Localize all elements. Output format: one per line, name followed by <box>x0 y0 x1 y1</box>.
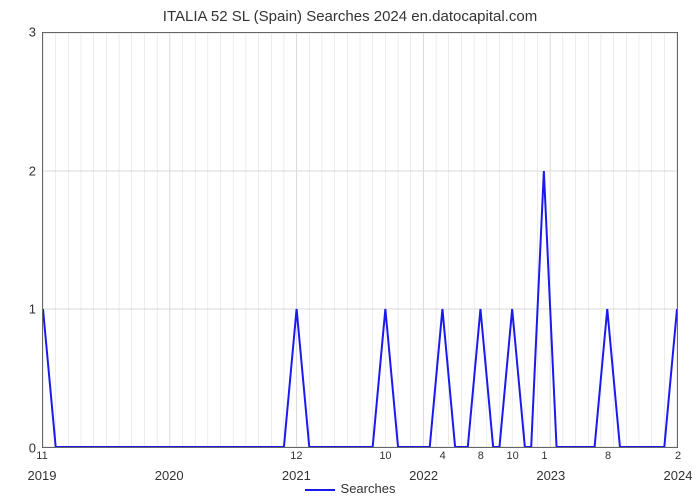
plot-area <box>42 32 678 448</box>
x-point-label: 12 <box>290 450 302 462</box>
x-major-label: 2021 <box>282 468 311 483</box>
chart-title: ITALIA 52 SL (Spain) Searches 2024 en.da… <box>0 8 700 25</box>
legend: Searches <box>0 481 700 496</box>
y-tick-label: 1 <box>29 302 36 317</box>
x-point-label: 2 <box>675 450 681 462</box>
legend-line-swatch <box>305 489 335 491</box>
legend-label: Searches <box>341 481 396 496</box>
y-tick-label: 0 <box>29 441 36 456</box>
y-tick-label: 3 <box>29 25 36 40</box>
plot-svg <box>43 33 677 447</box>
x-point-label: 8 <box>478 450 484 462</box>
x-major-label: 2019 <box>28 468 57 483</box>
x-point-label: 10 <box>379 450 391 462</box>
x-point-label: 10 <box>507 450 519 462</box>
x-major-label: 2023 <box>536 468 565 483</box>
y-tick-label: 2 <box>29 163 36 178</box>
x-point-label: 1 <box>541 450 547 462</box>
x-point-label: 11 <box>36 450 47 462</box>
x-point-label: 4 <box>440 450 446 462</box>
chart-container: ITALIA 52 SL (Spain) Searches 2024 en.da… <box>0 0 700 500</box>
x-major-label: 2020 <box>155 468 184 483</box>
x-major-label: 2022 <box>409 468 438 483</box>
x-point-label: 8 <box>605 450 611 462</box>
x-major-label: 2024 <box>664 468 693 483</box>
